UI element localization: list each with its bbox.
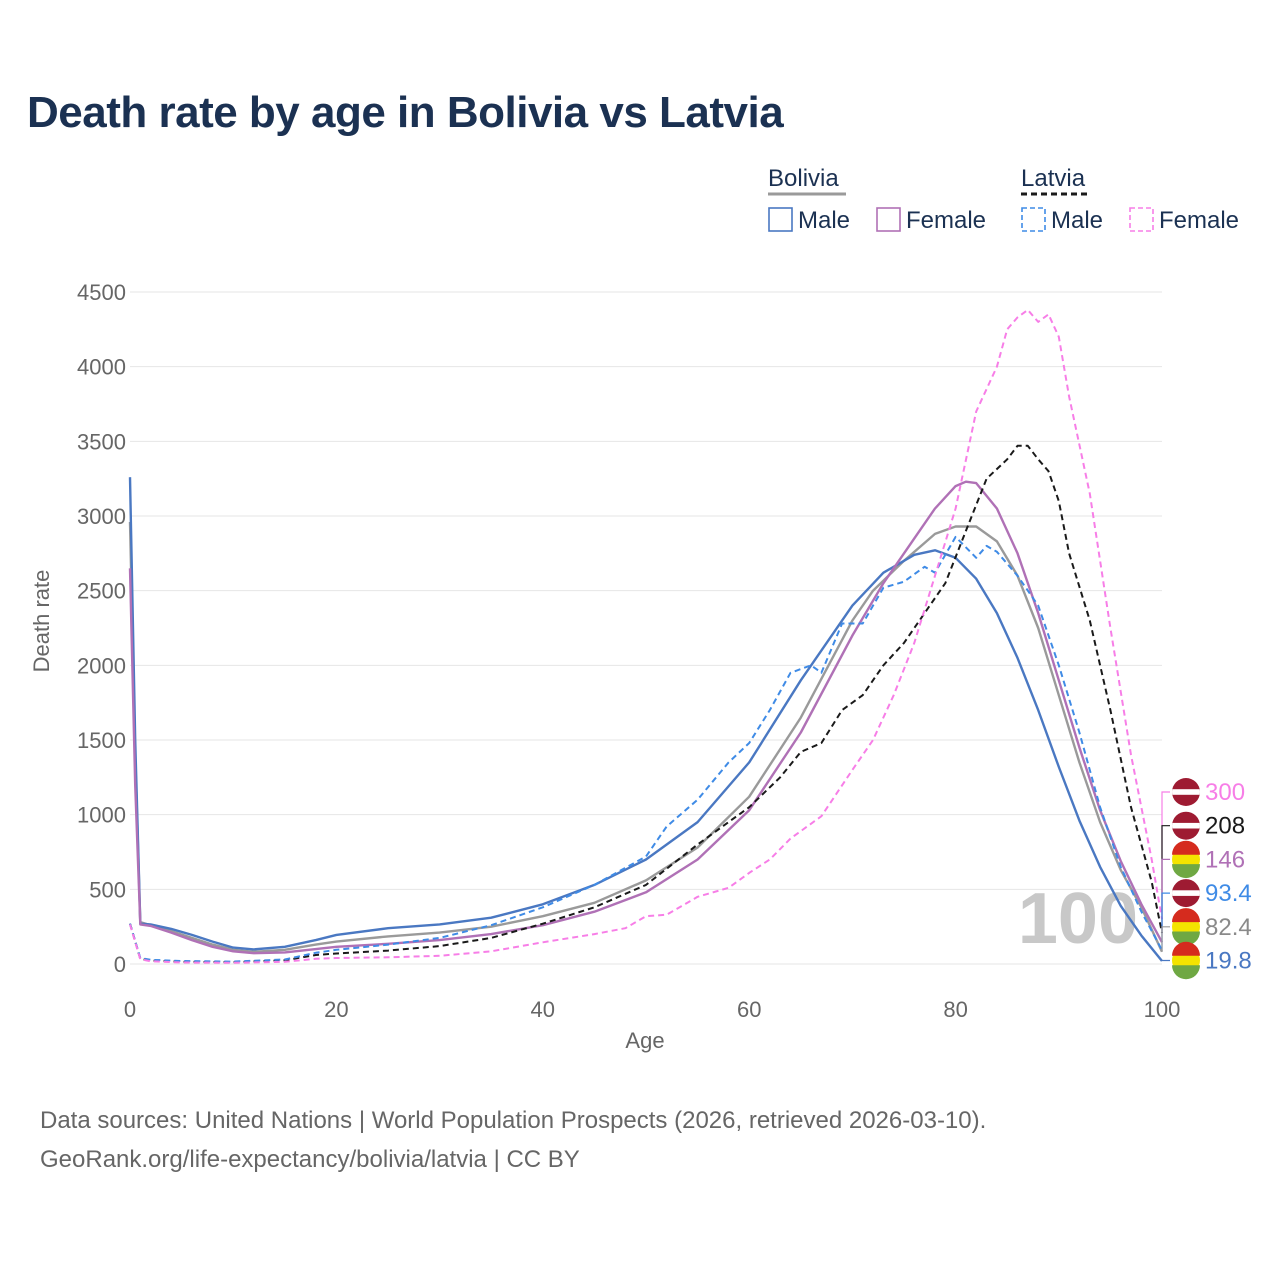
end-labels: 300 208 146 93.4 82.4 19.8 [1161, 778, 1252, 980]
series-line-bolivia-total[interactable] [128, 521, 1164, 953]
series-line-latvia-male[interactable] [129, 535, 1163, 963]
legend-item-latvia-male[interactable]: Male [1051, 207, 1103, 234]
y-tick-label: 3500 [77, 429, 126, 454]
flag-latvia-icon [1172, 811, 1200, 840]
flag-bolivia-red [1172, 941, 1200, 956]
x-tick-label: 100 [1144, 997, 1181, 1022]
legend-group-bolivia[interactable]: Bolivia [768, 165, 839, 192]
series-line-bolivia-male[interactable] [128, 477, 1163, 962]
y-tick-label: 2500 [77, 579, 126, 604]
flag-latvia-stripe [1172, 789, 1200, 795]
legend-item-bolivia-male[interactable]: Male [798, 207, 850, 234]
flag-bolivia-red [1172, 908, 1200, 923]
flag-bolivia-green [1172, 965, 1200, 980]
end-connector [1161, 892, 1170, 951]
y-tick-label: 1000 [77, 803, 126, 828]
flag-latvia-icon [1172, 879, 1200, 908]
y-tick-label: 3000 [77, 504, 126, 529]
legend-swatch[interactable] [1021, 207, 1046, 232]
end-label-latvia-male: 93.4 [1205, 880, 1252, 907]
series-line-bolivia-female[interactable] [128, 480, 1164, 955]
y-tick-label: 2000 [77, 653, 126, 678]
x-tick-label: 80 [943, 997, 967, 1022]
end-label-bolivia-female: 146 [1205, 846, 1245, 873]
age-watermark: 100 [1018, 879, 1138, 959]
legend-group-latvia[interactable]: Latvia [1021, 165, 1086, 192]
flag-latvia-stripe [1172, 890, 1200, 896]
x-tick-label: 60 [737, 997, 761, 1022]
y-axis-ticks: 0 500 1000 1500 2000 2500 3000 3500 4000 4500 [77, 280, 126, 977]
flag-bolivia-green [1172, 931, 1200, 946]
chart-title: Death rate by age in Bolivia vs Latvia [27, 88, 784, 137]
end-label-bolivia-total: 82.4 [1205, 914, 1252, 941]
end-connector [1161, 959, 1170, 962]
series-line-latvia-female[interactable] [129, 308, 1163, 964]
flag-latvia-icon [1172, 778, 1200, 806]
legend-swatch[interactable] [768, 207, 793, 232]
end-connector [1161, 825, 1170, 933]
y-tick-label: 4000 [77, 355, 126, 380]
legend[interactable]: Bolivia Male Female Latvia Male Female [768, 165, 1239, 234]
x-tick-label: 0 [124, 997, 136, 1022]
flag-bolivia-icon [1172, 840, 1200, 879]
footer-sources: Data sources: United Nations | World Pop… [40, 1107, 987, 1134]
end-label-bolivia-male: 19.8 [1205, 948, 1252, 975]
footer-link[interactable]: GeoRank.org/life-expectancy/bolivia/latv… [40, 1146, 580, 1173]
legend-swatch[interactable] [1129, 207, 1154, 232]
y-tick-label: 0 [114, 952, 126, 977]
y-tick-label: 1500 [77, 728, 126, 753]
end-connector [1161, 791, 1170, 920]
flag-bolivia-green [1172, 864, 1200, 879]
series-line-latvia-total[interactable] [129, 444, 1163, 964]
end-connector [1161, 858, 1170, 943]
flag-bolivia-icon [1172, 908, 1200, 946]
legend-item-latvia-female[interactable]: Female [1159, 207, 1239, 234]
x-tick-label: 20 [324, 997, 348, 1022]
flag-latvia-stripe [1172, 822, 1200, 829]
x-tick-label: 40 [531, 997, 555, 1022]
legend-swatch[interactable] [876, 207, 901, 232]
end-label-latvia-total: 208 [1205, 813, 1245, 840]
series-lines [128, 308, 1164, 964]
y-tick-label: 4500 [77, 280, 126, 305]
flag-bolivia-icon [1172, 941, 1200, 980]
legend-item-bolivia-female[interactable]: Female [906, 207, 986, 234]
end-label-latvia-female: 300 [1205, 779, 1245, 806]
gridlines [130, 291, 1162, 965]
x-axis-ticks: 0 20 40 60 80 100 [124, 997, 1180, 1022]
line-chart: 0 500 1000 1500 2000 2500 3000 3500 4000 4500 0 20… [29, 165, 1252, 1053]
x-axis-title: Age [625, 1028, 664, 1053]
y-tick-label: 500 [89, 877, 126, 902]
y-axis-title: Death rate [29, 570, 54, 673]
flag-bolivia-red [1172, 840, 1200, 855]
end-connector [1161, 926, 1170, 952]
